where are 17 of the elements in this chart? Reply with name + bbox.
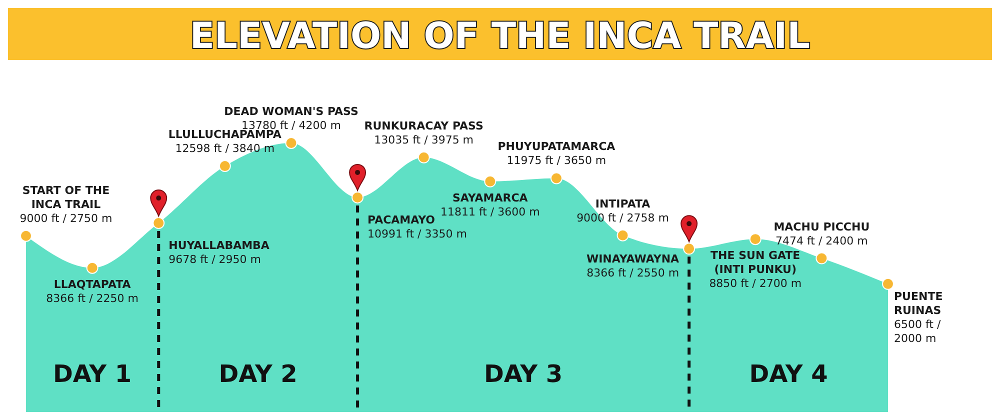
data-label: PHUYUPATAMARCA 11975 ft / 3650 m bbox=[498, 140, 616, 168]
data-label: LLULLUCHAPAMPA 12598 ft / 3840 m bbox=[168, 128, 282, 156]
annotation: DAY 3 bbox=[484, 360, 563, 388]
annotation: DAY 4 bbox=[749, 360, 828, 388]
data-label: START OF THE INCA TRAIL 9000 ft / 2750 m bbox=[20, 184, 112, 225]
data-label: PUENTE RUINAS 6500 ft / 2000 m bbox=[894, 290, 943, 345]
data-label: LLAQTAPATA 8366 ft / 2250 m bbox=[46, 278, 139, 305]
data-label: HUYALLABAMBA 9678 ft / 2950 m bbox=[168, 239, 270, 266]
data-label: MACHU PICCHU 7474 ft / 2400 m bbox=[774, 220, 870, 248]
data-label: THE SUN GATE (INTI PUNKU) 8850 ft / 2700 m bbox=[709, 249, 802, 290]
data-label: INTIPATA 9000 ft / 2758 m bbox=[576, 197, 669, 224]
annotation: DAY 2 bbox=[218, 360, 298, 388]
data-label: WINAYAWAYNA 8366 ft / 2550 m bbox=[586, 252, 680, 280]
data-label: RUNKURACAY PASS 13035 ft / 3975 m bbox=[364, 119, 484, 146]
chart-title: ELEVATION OF THE INCA TRAIL bbox=[190, 16, 810, 57]
data-label: SAYAMARCA 11811 ft / 3600 m bbox=[440, 191, 540, 218]
annotation: DAY 1 bbox=[52, 360, 132, 388]
